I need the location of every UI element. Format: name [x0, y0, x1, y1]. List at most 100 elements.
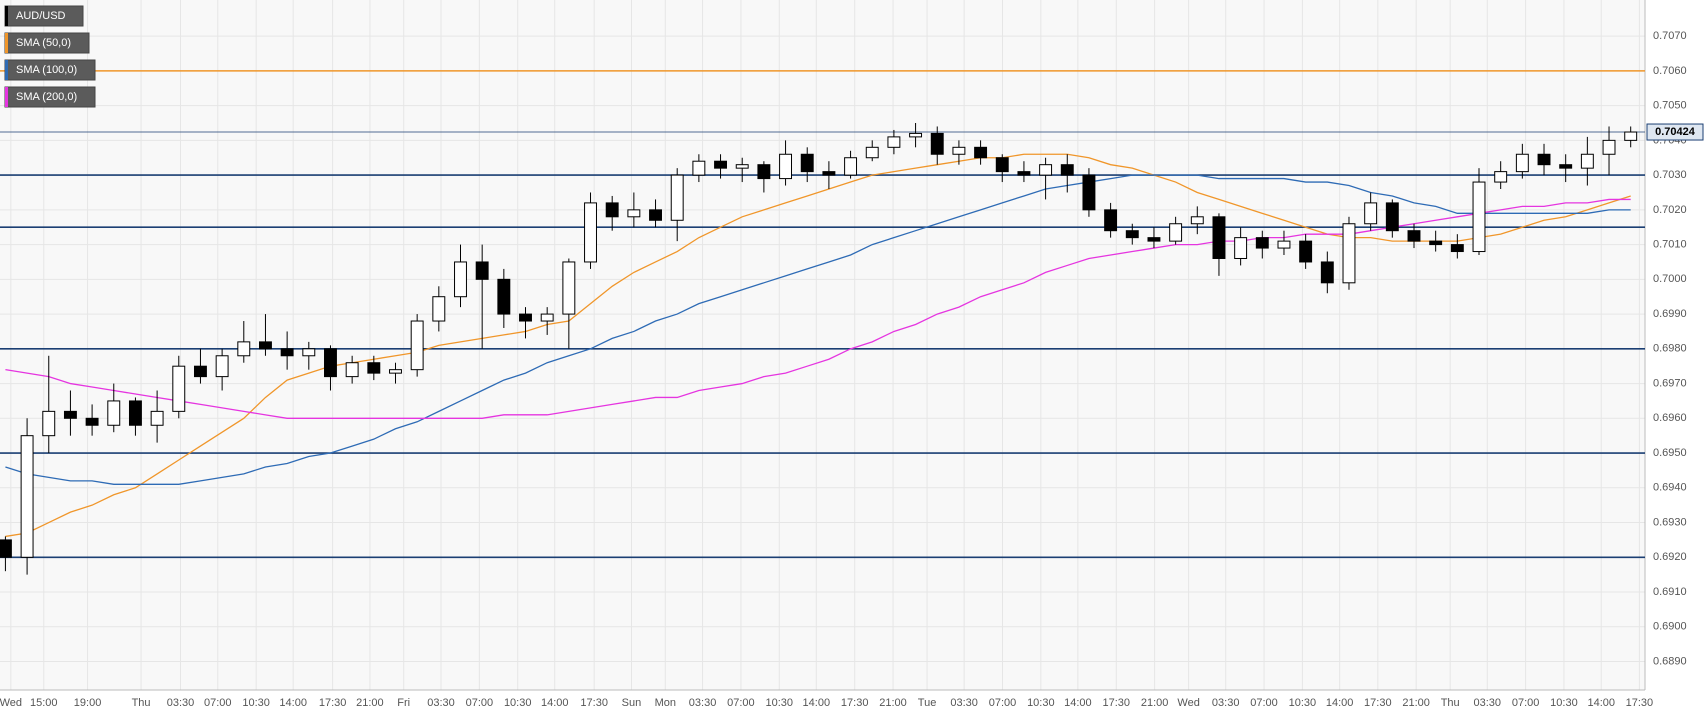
candle-body: [540, 313, 554, 322]
candle-body: [1407, 230, 1421, 242]
x-tick-label: 14:00: [1064, 697, 1092, 709]
candle-body: [1602, 139, 1616, 155]
x-tick-label: 14:00: [279, 697, 307, 709]
y-tick-label: 0.6890: [1653, 655, 1687, 667]
candle-body: [1450, 244, 1464, 253]
candle-body: [974, 146, 988, 159]
candle-body: [1082, 174, 1096, 211]
candle-body: [215, 355, 229, 378]
candle-body: [1624, 131, 1638, 141]
x-tick-label: 17:30: [1626, 697, 1654, 709]
x-tick-label: 03:30: [1212, 697, 1240, 709]
candle-body: [193, 365, 207, 378]
sma-line: [5, 198, 1631, 419]
candle-body: [627, 209, 641, 218]
x-tick-label: 03:30: [689, 697, 717, 709]
candle-body: [345, 362, 359, 378]
y-tick-label: 0.6970: [1653, 377, 1687, 389]
y-tick-label: 0.7060: [1653, 65, 1687, 77]
legend-label: SMA (200,0): [16, 91, 77, 103]
candle-body: [779, 153, 793, 180]
candle-body: [324, 348, 337, 378]
legend-label: AUD/USD: [16, 10, 66, 22]
y-tick-label: 0.6900: [1653, 621, 1687, 633]
candle-body: [20, 435, 34, 558]
candle-body: [1515, 153, 1529, 173]
candle-body: [1364, 202, 1378, 225]
candle-body: [389, 369, 402, 374]
x-tick-label: 03:30: [950, 697, 978, 709]
candle-body: [757, 164, 771, 180]
y-tick-label: 0.6980: [1653, 343, 1687, 355]
candle-body: [172, 365, 186, 412]
candle-body: [237, 341, 251, 357]
candle-body: [692, 160, 706, 176]
candle-body: [63, 410, 77, 419]
candle-body: [1537, 153, 1551, 166]
y-tick-label: 0.6950: [1653, 447, 1687, 459]
x-tick-label: 07:00: [1512, 697, 1540, 709]
candle-body: [432, 296, 446, 322]
y-tick-label: 0.7070: [1653, 30, 1687, 42]
candle-body: [584, 202, 597, 263]
candle-body: [714, 160, 728, 169]
x-tick-label: 14:00: [803, 697, 831, 709]
candle-body: [605, 202, 619, 218]
y-tick-label: 0.6930: [1653, 516, 1687, 528]
sma-line: [5, 153, 1631, 538]
candle-body: [887, 136, 901, 148]
candle-body: [85, 417, 99, 426]
candle-body: [995, 157, 1009, 173]
candle-body: [1147, 237, 1161, 242]
candle-body: [1299, 240, 1313, 263]
x-tick-label: 21:00: [879, 697, 907, 709]
x-tick-label: 07:00: [204, 697, 232, 709]
candle-body: [909, 132, 923, 138]
x-tick-label: Thu: [1441, 697, 1460, 709]
x-tick-label: 03:30: [427, 697, 455, 709]
candle-body: [1385, 202, 1399, 232]
candle-body: [128, 400, 142, 426]
legend-label: SMA (50,0): [16, 37, 71, 49]
y-tick-label: 0.6910: [1653, 586, 1687, 598]
candle-body: [1277, 240, 1291, 249]
y-tick-label: 0.7050: [1653, 100, 1687, 112]
x-tick-label: Fri: [397, 697, 410, 709]
x-tick-label: 07:00: [727, 697, 755, 709]
x-tick-label: 10:30: [1289, 697, 1317, 709]
candle-body: [1125, 230, 1139, 239]
candle-body: [1559, 164, 1573, 169]
x-tick-label: 17:30: [319, 697, 347, 709]
candle-body: [1429, 240, 1443, 246]
x-tick-label: 17:30: [580, 697, 608, 709]
candle-body: [1039, 164, 1053, 176]
x-tick-label: 14:00: [541, 697, 569, 709]
y-tick-label: 0.6920: [1653, 551, 1687, 563]
legend-swatch: [5, 60, 8, 80]
last-price-label: 0.70424: [1655, 126, 1696, 138]
x-tick-label: Tue: [918, 697, 937, 709]
candle-body: [649, 209, 662, 221]
sma-line: [5, 174, 1631, 485]
legend-label: SMA (100,0): [16, 64, 77, 76]
candle-body: [800, 153, 814, 173]
y-tick-label: 0.7010: [1653, 238, 1687, 250]
x-tick-label: 14:00: [1326, 697, 1354, 709]
candle-body: [519, 313, 532, 322]
candle-body: [844, 157, 858, 176]
legend-swatch: [5, 33, 8, 53]
y-tick-label: 0.6940: [1653, 482, 1687, 494]
candle-body: [952, 146, 966, 155]
candle-body: [497, 278, 511, 315]
x-tick-label: 21:00: [1141, 697, 1169, 709]
candle-body: [1234, 237, 1248, 259]
x-tick-label: 17:30: [1364, 697, 1392, 709]
y-tick-label: 0.6960: [1653, 412, 1687, 424]
x-tick-label: 10:30: [1550, 697, 1578, 709]
candle-body: [1060, 164, 1074, 176]
x-tick-label: 17:30: [841, 697, 869, 709]
candle-body: [735, 164, 749, 169]
x-tick-label: Wed: [0, 697, 22, 709]
x-tick-label: 17:30: [1102, 697, 1130, 709]
